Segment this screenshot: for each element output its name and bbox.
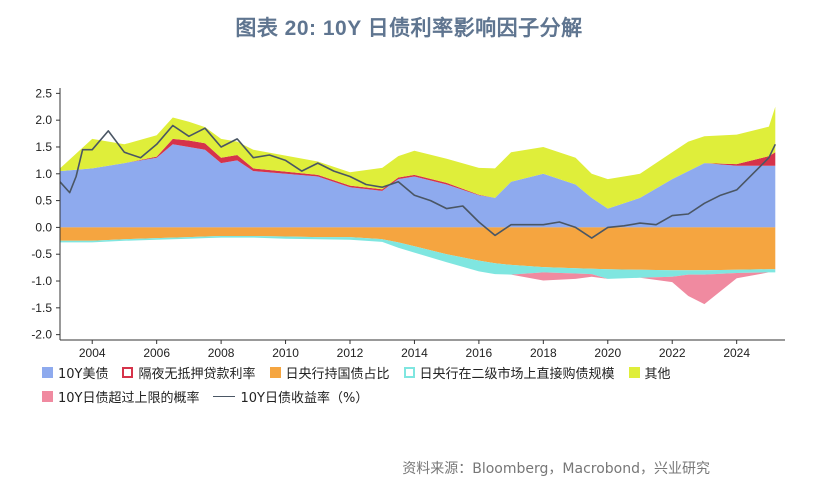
yield-line-layer <box>59 124 777 239</box>
y-tick-label: 2.5 <box>35 86 52 100</box>
y-tick-label: 1.0 <box>35 167 52 181</box>
legend-label-us: 10Y美债 <box>58 366 109 382</box>
legend-label-boj_purchase: 日央行在二级市场上直接购债规模 <box>419 366 615 382</box>
axes-layer: 2.5 2.0 1.5 1.0 0.5 0.0 -0.5 -1.0 -1.5 -2.0 2004 20… <box>31 86 785 360</box>
legend-swatch-boj_purchase <box>403 366 415 378</box>
x-tick-label: 2024 <box>723 346 750 360</box>
chart-title: 图表 20: 10Y 日债利率影响因子分解 <box>235 17 583 40</box>
y-tick-label: -1.0 <box>31 274 52 288</box>
x-tick-label: 2004 <box>79 346 106 360</box>
x-tick-label: 2016 <box>466 346 493 360</box>
legend-item-other: 其他 <box>628 363 671 382</box>
legend-item-yield_line: 10Y日债收益率（%） <box>213 387 368 406</box>
legend-row-2: 10Y日债超过上限的概率 10Y日债收益率（%） <box>42 384 812 408</box>
legend-swatch-us <box>42 366 53 378</box>
yield-line <box>59 124 777 239</box>
y-tick-label: -2.0 <box>31 328 52 342</box>
y-tick-label: 0.5 <box>35 194 52 208</box>
legend-label-collateral: 隔夜无抵押贷款利率 <box>138 366 256 382</box>
legend-swatch-collateral <box>122 366 134 378</box>
area-layer <box>60 106 776 305</box>
x-tick-label: 2012 <box>337 346 364 360</box>
legend-item-boj_purchase: 日央行在二级市场上直接购债规模 <box>403 363 615 382</box>
legend-label-other: 其他 <box>644 366 671 382</box>
source-note: 资料来源：Bloomberg，Macrobond，兴业研究 <box>402 461 710 477</box>
area-boj_holding <box>60 227 776 271</box>
legend-label-boj_holding: 日央行持国债占比 <box>285 366 390 382</box>
y-tick-label: -0.5 <box>31 247 52 261</box>
y-tick-label: 1.5 <box>35 140 52 154</box>
legend-swatch-exit_prob <box>42 390 53 402</box>
legend-item-exit_prob: 10Y日债超过上限的概率 <box>42 387 199 406</box>
legend-swatch-other <box>628 366 640 378</box>
x-tick-label: 2008 <box>208 346 235 360</box>
legend-item-us: 10Y美债 <box>42 363 108 382</box>
area-exit_prob <box>60 237 776 305</box>
legend-swatch-yield_line <box>213 395 236 397</box>
x-tick-label: 2020 <box>594 346 621 360</box>
legend-item-boj_holding: 日央行持国债占比 <box>269 363 390 382</box>
area-boj_purchase <box>60 236 776 279</box>
y-tick-label: 0.0 <box>35 220 52 234</box>
x-tick-label: 2014 <box>401 346 428 360</box>
x-tick-label: 2018 <box>530 346 557 360</box>
y-tick-label: -1.5 <box>31 301 52 315</box>
x-tick-label: 2006 <box>143 346 170 360</box>
area-other <box>60 106 776 209</box>
legend-label-yield_line: 10Y日债收益率（%） <box>240 390 369 406</box>
legend-swatch-boj_holding <box>269 366 281 378</box>
x-tick-label: 2022 <box>659 346 686 360</box>
legend-item-collateral: 隔夜无抵押贷款利率 <box>122 363 256 382</box>
y-tick-label: 2.0 <box>35 113 52 127</box>
legend-row-1: 10Y美债 隔夜无抵押贷款利率 日央行持国债占比 日央行在二级市场上直接购债规模 其他 <box>42 360 812 384</box>
legend: 10Y美债 隔夜无抵押贷款利率 日央行持国债占比 日央行在二级市场上直接购债规模 其他 … <box>42 360 812 408</box>
legend-label-exit_prob: 10Y日债超过上限的概率 <box>58 390 200 406</box>
x-tick-label: 2010 <box>272 346 299 360</box>
area-us <box>60 144 776 228</box>
